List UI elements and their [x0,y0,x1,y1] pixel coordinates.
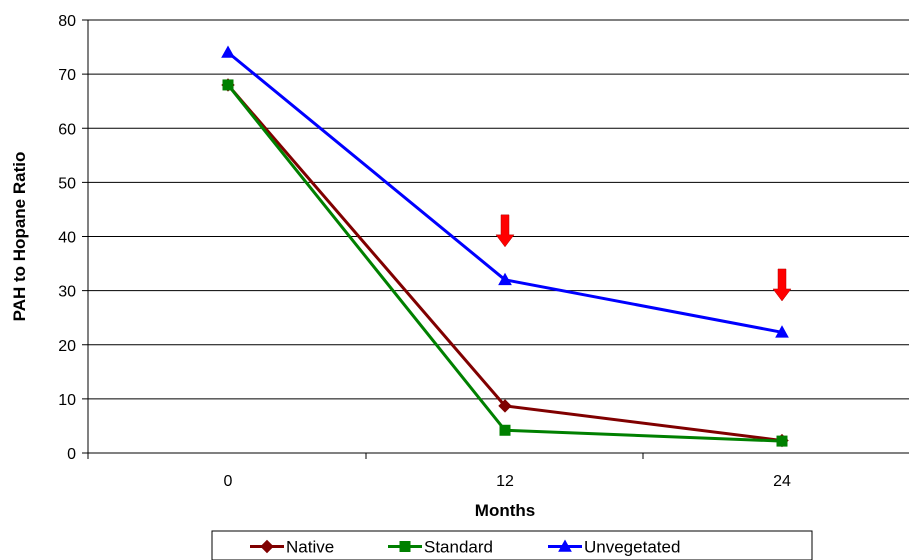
legend-marker [399,541,411,552]
data-point [221,45,235,58]
y-tick-label: 30 [58,284,76,301]
x-tick-label: 24 [773,473,791,490]
legend-marker [260,539,274,554]
legend-label: Standard [424,538,493,557]
y-tick-label: 20 [58,338,76,355]
y-tick-label: 80 [58,13,76,30]
data-point [776,435,788,447]
series-line [226,84,783,443]
y-tick-label: 70 [58,67,76,84]
series-unvegetated [221,45,789,338]
legend-label: Native [286,538,334,557]
y-axis-title: PAH to Hopane Ratio [10,152,29,322]
gridlines [88,19,909,400]
annotation-layer [495,214,792,302]
legend-marker [558,539,572,552]
legend-label: Unvegetated [584,538,680,557]
x-tick-label: 12 [496,473,514,490]
data-point [499,424,511,436]
series-standard [222,79,788,447]
y-axis-ticks: 0 10 20 30 40 50 60 70 80 [58,13,88,463]
y-tick-label: 50 [58,175,76,192]
arrow-annotation [772,268,792,302]
x-axis-title: Months [475,501,535,520]
arrow-annotation [495,214,515,248]
x-axis-ticks: 0 12 24 [87,453,791,490]
series-native [221,78,789,448]
legend: Native Standard Unvegetated [211,530,813,560]
x-tick-label: 0 [224,473,233,490]
y-tick-label: 40 [58,230,76,247]
legend-entry-native: Native [250,538,334,557]
y-tick-label: 0 [67,446,76,463]
data-point [222,79,234,91]
series-line [226,83,783,443]
data-point [498,272,512,286]
y-tick-label: 60 [58,121,76,138]
y-tick-label: 10 [58,392,76,409]
legend-entry-unvegetated: Unvegetated [548,538,680,557]
data-point [498,399,512,413]
legend-entry-standard: Standard [388,538,493,557]
legend-box [211,530,813,560]
series-layer [221,45,789,448]
data-point [775,325,789,338]
